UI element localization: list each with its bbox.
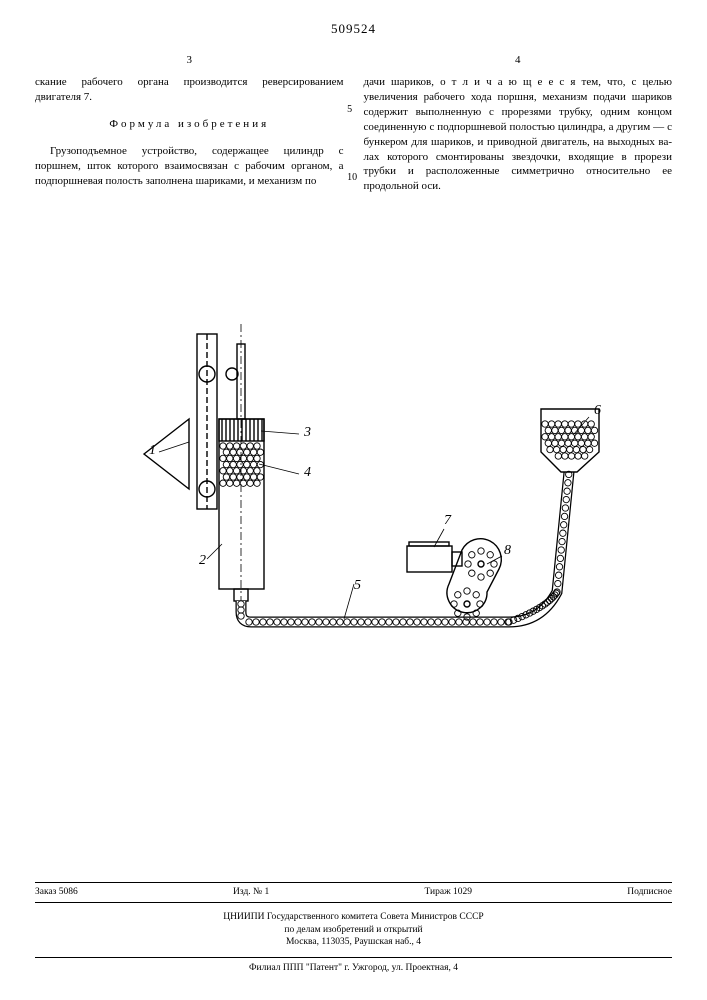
sprocket-bottom <box>450 588 482 620</box>
cylinder-balls <box>219 443 263 487</box>
diagram-label-1: 1 <box>149 443 156 458</box>
footer-line2: по делам изобретений и открытий <box>35 924 672 937</box>
tube-inner <box>241 472 569 622</box>
footer-print-run: Тираж 1029 <box>424 886 472 899</box>
diagram-label-7: 7 <box>444 513 452 528</box>
roller-link <box>226 368 238 380</box>
column-left: 3 скание рабочего ор­гана производится р… <box>35 53 344 195</box>
footer-block: Заказ 5086 Изд. № 1 Тираж 1029 Подписное… <box>35 882 672 975</box>
diagram-label-2: 2 <box>199 553 206 568</box>
line-marker-5: 5 <box>347 103 352 117</box>
footer-edition: Изд. № 1 <box>233 886 269 899</box>
footer-line1: ЦНИИПИ Государственного комитета Совета … <box>35 911 672 924</box>
footer-subscription: Подписное <box>627 886 672 899</box>
leader-2 <box>207 544 222 559</box>
diagram-label-8: 8 <box>504 543 511 558</box>
leader-1 <box>159 442 189 452</box>
tube-outer <box>241 472 569 622</box>
col-num-right: 4 <box>364 53 673 68</box>
leader-5 <box>344 584 354 619</box>
formula-title: Формула изобретения <box>35 117 344 132</box>
patent-diagram: 1 2 3 4 5 6 7 8 <box>89 224 619 654</box>
footer-row: Заказ 5086 Изд. № 1 Тираж 1029 Подписное <box>35 882 672 903</box>
diagram-label-5: 5 <box>354 578 361 593</box>
patent-number: 509524 <box>35 20 672 38</box>
diagram-label-6: 6 <box>594 403 601 418</box>
column-right: 4 дачи шариков, о т л и ч а ю щ е е с я … <box>364 53 673 195</box>
left-para1: скание рабочего ор­гана производится рев… <box>35 75 344 105</box>
diagram-label-4: 4 <box>304 465 311 480</box>
leader-3 <box>261 431 299 434</box>
leader-7 <box>434 529 444 547</box>
footer-center: ЦНИИПИ Государственного комитета Совета … <box>35 903 672 957</box>
diagram-label-3: 3 <box>303 425 311 440</box>
leader-8 <box>487 556 502 564</box>
footer-line3: Москва, 113035, Раушская наб., 4 <box>35 936 672 949</box>
piston <box>219 419 264 441</box>
leader-6 <box>574 417 589 434</box>
col-num-left: 3 <box>35 53 344 68</box>
leader-4 <box>259 464 299 474</box>
text-columns: 3 скание рабочего ор­гана производится р… <box>35 53 672 195</box>
sprocket-top <box>464 548 496 580</box>
left-para2: Грузоподъемное устройство, содержащее ци… <box>35 144 344 189</box>
footer-order: Заказ 5086 <box>35 886 78 899</box>
tube-balls <box>237 471 571 625</box>
line-marker-10: 10 <box>347 171 357 185</box>
footer-line4: Филиал ППП "Патент" г. Ужгород, ул. Прое… <box>35 957 672 975</box>
right-para1: дачи шариков, о т л и ч а ю щ е е с я те… <box>364 75 673 194</box>
hopper-balls <box>541 421 597 459</box>
